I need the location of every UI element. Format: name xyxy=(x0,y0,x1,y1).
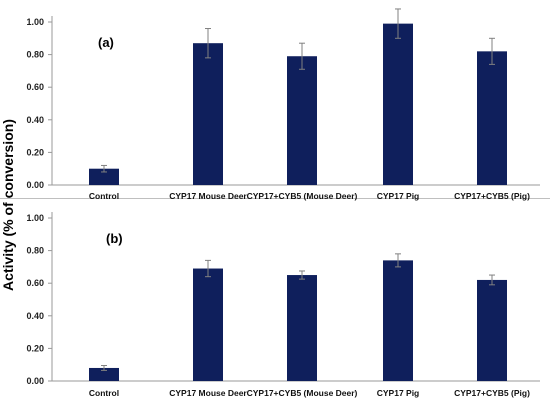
bar xyxy=(193,268,223,381)
category-label: CYP17+CYB5 (Pig) xyxy=(454,388,530,398)
category-label: CYP17 Pig xyxy=(377,388,420,398)
y-tick-label: 1.00 xyxy=(26,213,44,223)
y-axis-title: Activity (% of conversion) xyxy=(0,119,16,291)
bar xyxy=(383,260,413,381)
bar xyxy=(89,367,119,381)
bar xyxy=(89,168,119,185)
panel-label: (b) xyxy=(106,231,123,246)
y-tick-label: 0.40 xyxy=(26,311,44,321)
y-tick-label: 0.40 xyxy=(26,115,44,125)
category-label: CYP17 Mouse Deer xyxy=(169,191,247,201)
y-tick-label: 0.20 xyxy=(26,147,44,157)
panel-a: 0.00 0.20 0.40 0.60 0.80 1.00 (a) Control CYP17 … xyxy=(26,8,540,201)
category-label: CYP17+CYB5 (Mouse Deer) xyxy=(247,191,358,201)
bar xyxy=(477,51,507,186)
category-label: CYP17 Mouse Deer xyxy=(169,388,247,398)
bar xyxy=(193,43,223,185)
category-label: CYP17+CYB5 (Mouse Deer) xyxy=(247,388,358,398)
bar xyxy=(383,23,413,185)
bar xyxy=(287,275,317,381)
y-tick-label: 0.00 xyxy=(26,180,44,190)
y-tick-label: 0.80 xyxy=(26,50,44,60)
y-tick-label: 1.00 xyxy=(26,17,44,27)
category-label: Control xyxy=(89,191,119,201)
panel-label: (a) xyxy=(98,35,114,50)
panel-b: 0.00 0.20 0.40 0.60 0.80 1.00 (b) Control CYP17 … xyxy=(26,212,540,398)
y-tick-label: 0.60 xyxy=(26,278,44,288)
y-tick-label: 0.80 xyxy=(26,246,44,256)
category-label: CYP17+CYB5 (Pig) xyxy=(454,191,530,201)
y-tick-label: 0.20 xyxy=(26,343,44,353)
bar xyxy=(287,56,317,186)
y-tick-label: 0.00 xyxy=(26,376,44,386)
category-label: CYP17 Pig xyxy=(377,191,420,201)
category-label: Control xyxy=(89,388,119,398)
bar xyxy=(477,279,507,381)
y-tick-label: 0.60 xyxy=(26,82,44,92)
